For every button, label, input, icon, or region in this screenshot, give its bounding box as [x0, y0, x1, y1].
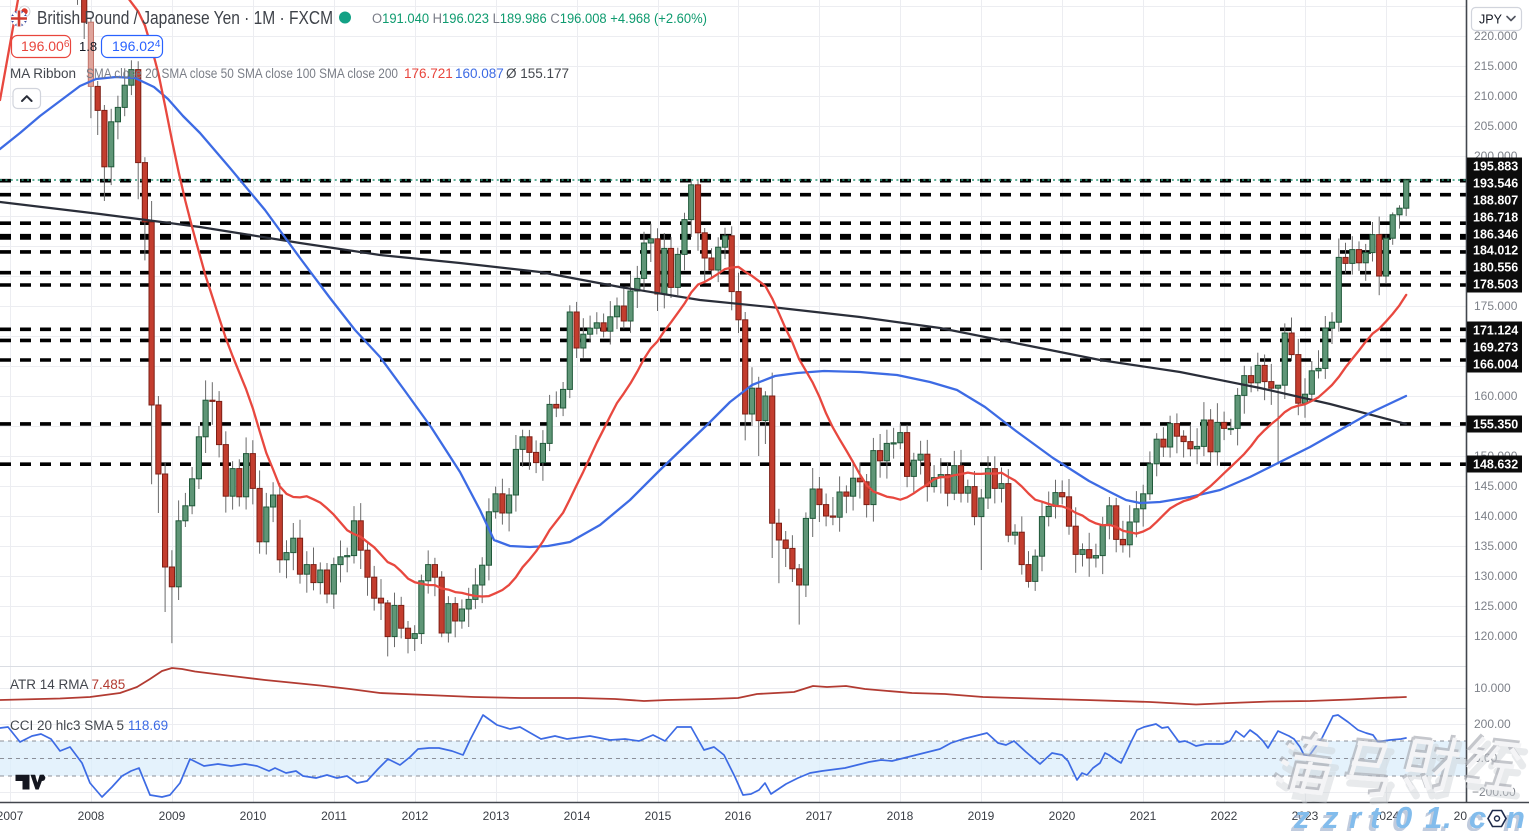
svg-text:2022: 2022	[1211, 809, 1238, 823]
svg-text:166.004: 166.004	[1473, 358, 1518, 372]
svg-text:CCI 20 hlc3 SMA 5 118.69: CCI 20 hlc3 SMA 5 118.69	[10, 718, 168, 733]
svg-text:JPY: JPY	[1479, 13, 1503, 27]
svg-text:210.000: 210.000	[1474, 89, 1518, 103]
svg-text:1: 1	[1422, 803, 1439, 831]
svg-text:2011: 2011	[321, 809, 347, 823]
svg-text:193.546: 193.546	[1473, 177, 1518, 191]
svg-text:t: t	[1367, 803, 1379, 831]
svg-text:155.350: 155.350	[1473, 418, 1518, 432]
svg-text:195.883: 195.883	[1473, 160, 1518, 174]
svg-text:n: n	[1506, 800, 1525, 831]
svg-text:British Pound / Japanese Yen ·: British Pound / Japanese Yen · 1M · FXCM	[37, 8, 333, 28]
svg-text:r: r	[1346, 803, 1360, 831]
svg-text:2020: 2020	[1049, 809, 1076, 823]
svg-text:220.000: 220.000	[1474, 29, 1518, 43]
svg-text:2010: 2010	[240, 809, 267, 823]
svg-text:145.000: 145.000	[1474, 479, 1518, 493]
svg-text:2012: 2012	[402, 809, 429, 823]
svg-text:196.006: 196.006	[21, 38, 70, 54]
svg-text:z: z	[1290, 803, 1307, 831]
svg-text:176.721: 176.721	[404, 66, 453, 81]
svg-text:200.00: 200.00	[1474, 717, 1511, 731]
svg-text:SMA close 20 SMA close 50 SMA: SMA close 20 SMA close 50 SMA close 100 …	[86, 66, 398, 81]
svg-text:120.000: 120.000	[1474, 629, 1518, 643]
svg-text:125.000: 125.000	[1474, 599, 1518, 613]
svg-text:140.000: 140.000	[1474, 509, 1518, 523]
svg-text:188.807: 188.807	[1473, 194, 1518, 208]
svg-text:.: .	[1443, 800, 1452, 831]
svg-text:186.346: 186.346	[1473, 228, 1518, 242]
svg-text:184.012: 184.012	[1473, 244, 1518, 258]
svg-text:196.024: 196.024	[112, 38, 161, 54]
svg-text:MA Ribbon: MA Ribbon	[10, 66, 76, 81]
svg-text:O191.040 H196.023 L189.986 C19: O191.040 H196.023 L189.986 C196.008 +4.9…	[372, 11, 707, 26]
svg-text:c: c	[1466, 803, 1483, 831]
svg-text:z: z	[1319, 803, 1336, 831]
svg-text:2018: 2018	[887, 809, 914, 823]
svg-text:1.8: 1.8	[79, 39, 97, 54]
svg-text:135.000: 135.000	[1474, 539, 1518, 553]
svg-text:n: n	[1503, 803, 1522, 831]
svg-text:2017: 2017	[806, 809, 833, 823]
svg-text:2023: 2023	[1292, 809, 1319, 823]
svg-text:2015: 2015	[645, 809, 672, 823]
svg-text:0: 0	[1395, 800, 1412, 831]
svg-text:0: 0	[1392, 803, 1409, 831]
svg-text:10.000: 10.000	[1474, 681, 1511, 695]
svg-text:2008: 2008	[78, 809, 105, 823]
svg-text:z: z	[1293, 800, 1310, 831]
svg-text:186.718: 186.718	[1473, 211, 1518, 225]
svg-text:160.087: 160.087	[455, 66, 504, 81]
svg-text:.: .	[1440, 803, 1449, 831]
svg-text:178.503: 178.503	[1473, 278, 1518, 292]
svg-text:2014: 2014	[564, 809, 591, 823]
svg-text:r: r	[1349, 800, 1363, 831]
svg-text:z: z	[1322, 800, 1339, 831]
svg-text:171.124: 171.124	[1473, 324, 1518, 338]
svg-text:t: t	[1370, 800, 1382, 831]
svg-text:175.000: 175.000	[1474, 299, 1518, 313]
svg-text:160.000: 160.000	[1474, 389, 1518, 403]
svg-text:169.273: 169.273	[1473, 341, 1518, 355]
svg-text:ATR 14 RMA 7.485: ATR 14 RMA 7.485	[10, 677, 125, 692]
svg-text:205.000: 205.000	[1474, 119, 1518, 133]
svg-text:148.632: 148.632	[1473, 458, 1518, 472]
svg-text:2009: 2009	[159, 809, 186, 823]
svg-text:2024: 2024	[1373, 809, 1400, 823]
svg-text:2019: 2019	[968, 809, 995, 823]
svg-text:130.000: 130.000	[1474, 569, 1518, 583]
svg-text:Ø 155.177: Ø 155.177	[506, 66, 569, 81]
svg-text:2021: 2021	[1130, 809, 1157, 823]
svg-text:180.556: 180.556	[1473, 261, 1518, 275]
svg-text:215.000: 215.000	[1474, 59, 1518, 73]
svg-text:1: 1	[1425, 800, 1442, 831]
svg-text:2013: 2013	[483, 809, 510, 823]
svg-text:c: c	[1469, 800, 1486, 831]
svg-text:2016: 2016	[725, 809, 752, 823]
